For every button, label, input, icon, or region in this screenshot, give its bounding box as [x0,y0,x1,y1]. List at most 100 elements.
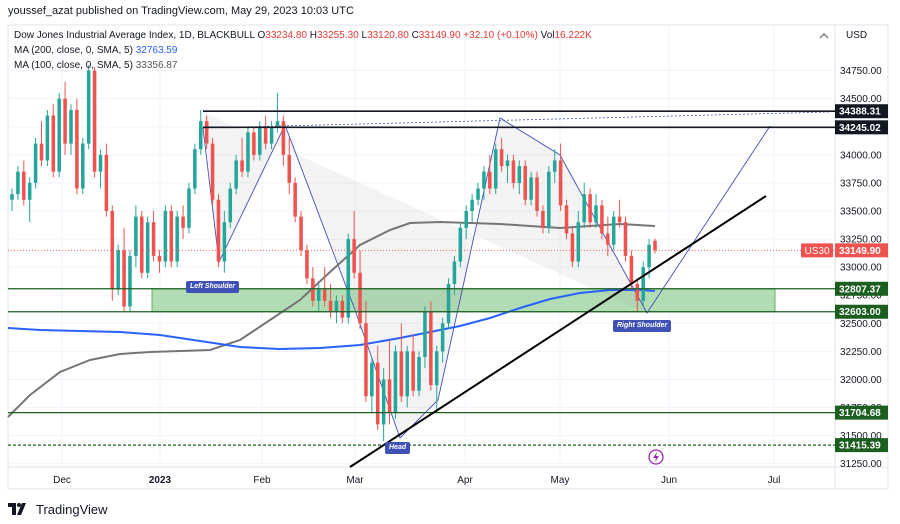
candle-body [128,255,132,307]
symbol-title: Dow Jones Industrial Average Index, 1D, … [14,30,255,41]
candle-body [617,216,622,223]
time-tick-label: Apr [457,475,473,486]
candle-body [334,300,339,313]
candle-body [45,115,50,161]
candle-body [328,300,333,313]
candle-body [322,289,327,301]
candle-body [145,222,150,273]
price-tick-label: 33500.00 [840,206,882,217]
candle-body [523,166,527,200]
candle-body [476,188,480,200]
price-tick-label: 32000.00 [840,375,882,386]
price-tick-label: 34500.00 [840,94,882,105]
candle-body [222,222,227,262]
ma200-value: 32763.59 [135,45,178,56]
candle-body [440,323,445,352]
footer-brand-name: TradingView [36,501,108,517]
moving-averages [7,220,656,418]
candle-body [423,312,427,358]
candle-body [511,160,516,183]
candle-body [234,160,238,189]
candle-body [216,199,221,262]
candle-body [92,70,97,172]
vol-value: 16.222K [554,30,592,41]
candle-body [275,121,280,127]
time-tick-label: Feb [253,475,271,486]
trendline [349,195,767,468]
price-tick-label: 34000.00 [840,150,882,161]
support-zone-rect [151,288,776,313]
candle-body [547,171,551,228]
support-zone [151,288,776,313]
ma200-legend[interactable]: MA (200, close, 0, SMA, 5) 32763.59 [14,45,177,56]
symbol-tag-box [801,243,833,258]
price-tick-label: 31500.00 [840,431,882,442]
price-tick-label: 32250.00 [840,347,882,358]
candle-body [157,255,162,262]
candle-body [252,132,256,155]
symbol-tag: US30 [804,246,829,257]
ma200-label: MA (200, close, 0, SMA, 5) [14,45,133,56]
candle-body [33,143,38,183]
candle-body [240,160,244,172]
candle-body [81,143,85,189]
price-label-box [835,281,888,296]
ma100-label: MA (100, close, 0, SMA, 5) [14,60,133,71]
footer-brand[interactable]: TradingView [8,500,108,518]
price-tick-label: 32750.00 [840,291,882,302]
candle-body [27,182,32,200]
candle-body [446,283,451,324]
candle-body [458,227,463,262]
collapse-legend-icon[interactable] [818,31,830,41]
candle-body [635,283,640,301]
candle-body [629,255,634,284]
ma100-value: 33356.87 [135,60,178,71]
candle-body [570,233,575,262]
time-tick-label: May [551,475,570,486]
price-label-box [835,304,888,319]
candle-body [293,182,297,217]
candle-body [287,154,292,183]
candle-body [576,222,581,262]
ma100-legend[interactable]: MA (100, close, 0, SMA, 5) 33356.87 [14,60,177,71]
price-tick-label: 33000.00 [840,263,882,274]
candle-body [582,194,586,223]
price-tick-label: 33750.00 [840,178,882,189]
candle-body [470,199,474,211]
left-shoulder-label: Left Shoulder [186,281,240,293]
candle-body [600,205,604,234]
price-tick-label: 33250.00 [840,235,882,246]
publisher-line: youssef_azat published on TradingView.co… [8,5,354,17]
right-shoulder-label: Right Shoulder [613,320,672,332]
candle-body [488,171,492,189]
candle-body [529,177,533,200]
candle-body [434,351,439,386]
candle-body [370,362,374,397]
candle-body [647,244,651,268]
price-label-value: 33149.90 [839,246,881,257]
price-label-box [835,104,888,119]
drawn-lines [8,110,835,468]
candle-body [181,216,185,228]
time-tick-label: Jul [768,475,781,486]
candle-body [228,188,233,223]
candle-body [552,160,557,172]
currency-label: USD [846,30,868,41]
price-label-value: 34388.31 [839,107,881,118]
candle-body [452,261,457,284]
candle-body [316,289,321,301]
candle-body [393,351,398,414]
price-label-box [835,405,888,420]
ma100-line [7,220,656,418]
candle-body [204,121,209,144]
price-tick-label: 34750.00 [840,66,882,77]
candle-body [175,216,179,262]
symbol-legend[interactable]: Dow Jones Industrial Average Index, 1D, … [14,30,592,41]
candle-body [352,239,356,273]
high-label: H [309,30,317,41]
candles [10,64,657,442]
ideas-icon[interactable] [648,449,664,465]
pattern-top-dotted [202,111,831,129]
candle-body [588,194,592,223]
